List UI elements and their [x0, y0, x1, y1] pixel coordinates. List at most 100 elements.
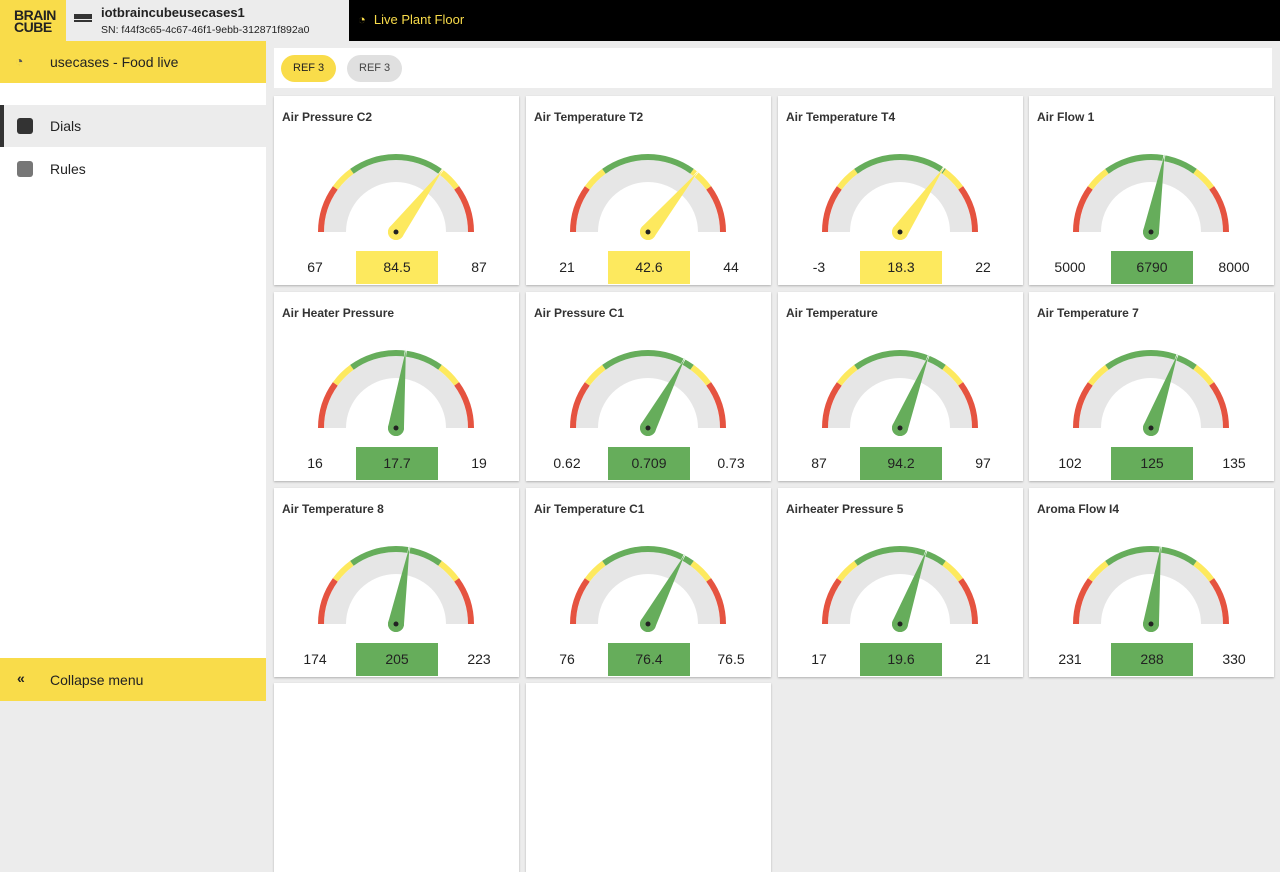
- dial-card[interactable]: Air Temperature 7 102 125 135: [1029, 292, 1274, 481]
- dial-card[interactable]: Air Temperature C1 76 76.4 76.5: [526, 488, 771, 677]
- dial-max: 21: [975, 651, 991, 667]
- dial-min: 17: [811, 651, 827, 667]
- dial-min: 5000: [1054, 259, 1086, 275]
- chip-ref3-active[interactable]: REF 3: [281, 55, 337, 82]
- dial-title: Airheater Pressure 5: [786, 502, 904, 516]
- gauge-zone: [1087, 560, 1109, 582]
- gauge-needle: [388, 168, 444, 240]
- gauge-zone: [836, 364, 858, 386]
- gauge-zone: [454, 578, 474, 624]
- collapse-label: Collapse menu: [50, 672, 144, 688]
- gauge-zone: [570, 578, 590, 624]
- dial-card[interactable]: Airheater Pressure 5 17 19.6 21: [778, 488, 1023, 677]
- gauge-zone: [318, 578, 338, 624]
- gauge: [570, 546, 726, 632]
- gauge-zone: [942, 168, 964, 190]
- dial-title: Air Temperature 7: [1037, 306, 1139, 320]
- dial-max: 87: [471, 259, 487, 275]
- gauge-zone: [942, 560, 964, 582]
- dial-title: Air Heater Pressure: [282, 306, 395, 320]
- dial-max: 76.5: [717, 651, 745, 667]
- dial-value: 94.2: [860, 447, 942, 480]
- dial-card[interactable]: Air Heater Pressure 16 17.7 19: [274, 292, 519, 481]
- gauge: [318, 349, 474, 436]
- gauge-zone: [836, 168, 858, 190]
- gauge-zone: [822, 186, 842, 232]
- dial-card[interactable]: Air Flow 1 5000 6790 8000: [1029, 96, 1274, 285]
- dial-min: 67: [307, 259, 323, 275]
- dial-card[interactable]: Air Pressure C1 0.62 0.709 0.73: [526, 292, 771, 481]
- collapse-menu-button[interactable]: « Collapse menu: [0, 658, 266, 701]
- gauge-zone: [1193, 364, 1215, 386]
- dial-card[interactable]: Air Temperature 87 94.2 97: [778, 292, 1023, 481]
- gauge-zone: [854, 546, 946, 566]
- gauge: [822, 546, 978, 632]
- gauge-zone: [570, 382, 590, 428]
- gauge-zone: [1105, 154, 1197, 174]
- gauge-zone: [1193, 168, 1215, 190]
- dial-min: -3: [812, 259, 826, 275]
- gauge-zone: [602, 350, 694, 370]
- needle-pin: [645, 621, 651, 627]
- needle-pin: [393, 425, 399, 431]
- gauge-zone: [454, 382, 474, 428]
- gauge-track: [324, 160, 468, 232]
- rules-icon: [17, 161, 33, 177]
- gauge-zone: [690, 560, 712, 582]
- dial-card-partial[interactable]: [526, 683, 771, 872]
- gauge-icon: ◔: [15, 53, 24, 69]
- chevron-double-left-icon: «: [17, 670, 25, 686]
- braincube-logo[interactable]: BRAIN CUBE: [0, 0, 66, 41]
- dial-value: 17.7: [356, 447, 438, 480]
- gauge-zone: [332, 168, 354, 190]
- gauge-zone: [1073, 382, 1093, 428]
- gauge-zone: [1073, 186, 1093, 232]
- filter-chips: REF 3 REF 3: [274, 48, 1272, 88]
- gauge-zone: [1087, 364, 1109, 386]
- gauge-zone: [1209, 186, 1229, 232]
- dial-min: 16: [307, 455, 323, 471]
- gauge: [570, 350, 726, 436]
- gauge-zone: [958, 186, 978, 232]
- dial-card[interactable]: Air Pressure C2 67 84.5 87: [274, 96, 519, 285]
- gauge-track: [828, 552, 972, 624]
- gauge-zone: [942, 364, 964, 386]
- gauge-zone: [1209, 382, 1229, 428]
- gauge-zone: [854, 154, 946, 174]
- gauge: [822, 154, 978, 240]
- dial-min: 21: [559, 259, 575, 275]
- gauge-zone: [1105, 350, 1197, 370]
- chip-ref3[interactable]: REF 3: [347, 55, 403, 82]
- dial-title: Air Pressure C2: [282, 110, 373, 124]
- gauge-zone: [1105, 546, 1197, 566]
- needle-pin: [1148, 425, 1154, 431]
- gauge-zone: [332, 560, 354, 582]
- sidebar-item-dials[interactable]: Dials: [0, 105, 266, 147]
- dial-max: 330: [1222, 651, 1246, 667]
- dial-value: 288: [1111, 643, 1193, 676]
- gauge: [822, 350, 978, 436]
- gauge-zone: [854, 350, 946, 370]
- gauge-zone: [1087, 168, 1109, 190]
- dial-card[interactable]: Aroma Flow I4 231 288 330: [1029, 488, 1274, 677]
- gauge-zone: [584, 364, 606, 386]
- needle-pin: [645, 425, 651, 431]
- dial-min: 174: [303, 651, 327, 667]
- dial-min: 102: [1058, 455, 1082, 471]
- gauge-needle: [1143, 545, 1161, 632]
- dial-title: Air Pressure C1: [534, 306, 625, 320]
- device-selector[interactable]: iotbraincubeusecases1 SN: f44f3c65-4c67-…: [66, 0, 349, 41]
- dial-card[interactable]: Air Temperature 8 174 205 223: [274, 488, 519, 677]
- dial-title: Aroma Flow I4: [1037, 502, 1120, 516]
- sidebar-item-label: Rules: [50, 161, 86, 177]
- dial-card[interactable]: Air Temperature T4 -3 18.3 22: [778, 96, 1023, 285]
- project-name: usecases - Food live: [50, 54, 179, 70]
- dial-card-partial[interactable]: [274, 683, 519, 872]
- live-plant-floor-tab[interactable]: ◔ Live Plant Floor: [358, 12, 464, 27]
- gauge-zone: [350, 546, 442, 566]
- needle-pin: [897, 229, 903, 235]
- sidebar-item-rules[interactable]: Rules: [0, 148, 266, 190]
- dial-max: 223: [467, 651, 491, 667]
- dial-card[interactable]: Air Temperature T2 21 42.6 44: [526, 96, 771, 285]
- project-header[interactable]: ◔ usecases - Food live: [0, 41, 266, 83]
